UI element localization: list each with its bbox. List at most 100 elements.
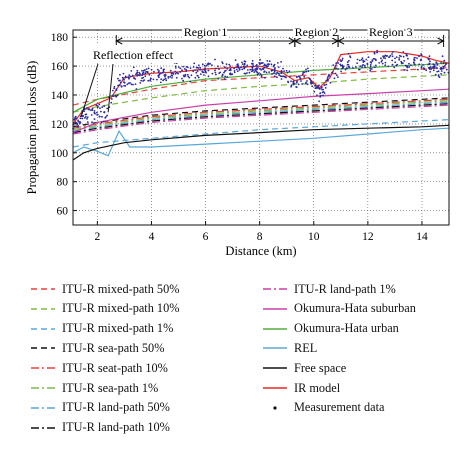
measurement-point bbox=[179, 71, 182, 73]
measurement-point bbox=[261, 68, 264, 70]
measurement-point bbox=[152, 78, 155, 81]
measurement-point bbox=[110, 101, 113, 104]
measurement-point bbox=[77, 125, 79, 128]
measurement-point bbox=[371, 60, 374, 62]
measurement-point bbox=[169, 75, 172, 78]
measurement-point bbox=[277, 72, 280, 75]
measurement-point bbox=[333, 77, 336, 80]
legend-item-itu-r-mixed-path-10pct: ITU-R mixed-path 10% bbox=[30, 300, 179, 318]
measurement-point bbox=[281, 75, 284, 78]
measurement-point bbox=[443, 65, 446, 67]
legend-label: ITU-R land-path 10% bbox=[62, 420, 170, 435]
measurement-point bbox=[83, 110, 85, 112]
measurement-point bbox=[196, 66, 199, 69]
measurement-point bbox=[123, 84, 125, 87]
measurement-point bbox=[307, 70, 310, 73]
measurement-point bbox=[101, 115, 103, 118]
measurement-point bbox=[95, 104, 98, 107]
measurement-point bbox=[95, 111, 98, 114]
measurement-point bbox=[197, 64, 200, 67]
measurement-point bbox=[389, 54, 392, 57]
measurement-point bbox=[418, 55, 420, 58]
measurement-point bbox=[325, 83, 328, 86]
measurement-point bbox=[103, 111, 105, 114]
measurement-point bbox=[105, 116, 107, 118]
measurement-point bbox=[361, 66, 363, 69]
measurement-point bbox=[123, 78, 125, 81]
measurement-point bbox=[408, 66, 411, 68]
measurement-point bbox=[360, 58, 363, 61]
x-tick-label: 8 bbox=[257, 231, 263, 243]
measurement-point bbox=[314, 84, 317, 87]
y-tick-label: 140 bbox=[51, 90, 69, 102]
measurement-point bbox=[141, 74, 144, 76]
measurement-point bbox=[182, 79, 185, 82]
measurement-point bbox=[436, 70, 439, 73]
measurement-point bbox=[292, 82, 295, 85]
measurement-point bbox=[302, 72, 305, 74]
measurement-point bbox=[185, 68, 188, 71]
measurement-point bbox=[132, 77, 135, 79]
x-tick-label: 10 bbox=[308, 231, 320, 243]
x-axis-label: Distance (km) bbox=[225, 244, 296, 258]
measurement-point bbox=[186, 73, 189, 76]
measurement-point bbox=[398, 57, 400, 59]
measurement-point bbox=[141, 72, 144, 75]
measurement-point bbox=[266, 63, 269, 66]
measurement-point bbox=[149, 77, 152, 80]
series-itu-r-sea-path-50pct bbox=[72, 97, 450, 128]
measurement-point bbox=[140, 79, 143, 82]
measurement-point bbox=[84, 113, 87, 116]
measurement-point bbox=[440, 66, 442, 69]
measurement-point bbox=[276, 76, 278, 79]
legend-label: ITU-R land-path 50% bbox=[62, 400, 170, 415]
measurement-point bbox=[333, 67, 336, 69]
measurement-point bbox=[211, 72, 214, 75]
measurement-point bbox=[185, 66, 188, 68]
measurement-point bbox=[181, 77, 183, 80]
measurement-point bbox=[280, 78, 283, 80]
measurement-point bbox=[132, 83, 134, 86]
measurement-point bbox=[271, 73, 273, 75]
measurement-point bbox=[93, 110, 96, 112]
measurement-point bbox=[334, 72, 337, 75]
measurement-point bbox=[273, 75, 276, 78]
measurement-point bbox=[236, 65, 238, 68]
measurement-point bbox=[322, 94, 324, 97]
measurement-point bbox=[199, 68, 202, 71]
measurement-point bbox=[192, 70, 195, 73]
measurement-point bbox=[391, 51, 394, 53]
legend-item-itu-r-mixed-path-50pct: ITU-R mixed-path 50% bbox=[30, 280, 179, 298]
measurement-point bbox=[299, 76, 301, 79]
measurement-point bbox=[440, 73, 442, 75]
legend-label: ITU-R mixed-path 50% bbox=[62, 281, 180, 296]
measurement-point bbox=[257, 72, 260, 75]
measurement-point bbox=[254, 69, 257, 72]
legend-item-itu-r-sea-path-50pct: ITU-R sea-path 50% bbox=[30, 339, 164, 357]
measurement-point bbox=[228, 69, 231, 72]
measurement-point bbox=[344, 68, 347, 71]
measurement-point bbox=[271, 69, 274, 72]
measurement-point bbox=[241, 63, 244, 65]
measurement-point bbox=[445, 68, 448, 71]
measurement-point bbox=[410, 64, 412, 67]
measurement-point bbox=[342, 66, 345, 69]
measurement-point bbox=[228, 63, 231, 66]
measurement-point bbox=[290, 85, 292, 88]
measurement-point bbox=[211, 64, 213, 66]
measurement-point bbox=[214, 58, 216, 61]
measurement-point bbox=[408, 62, 410, 65]
measurement-point bbox=[145, 70, 148, 73]
measurement-point bbox=[147, 79, 150, 82]
measurement-point bbox=[356, 58, 359, 61]
measurement-point bbox=[94, 112, 96, 115]
measurement-point bbox=[185, 70, 188, 73]
measurement-point bbox=[328, 73, 330, 76]
legend-swatch bbox=[31, 387, 55, 389]
measurement-point bbox=[418, 63, 421, 66]
measurement-point bbox=[260, 75, 263, 78]
measurement-point bbox=[382, 55, 384, 58]
measurement-point bbox=[428, 66, 431, 69]
measurement-point bbox=[236, 70, 239, 72]
legend-swatch bbox=[31, 426, 55, 429]
